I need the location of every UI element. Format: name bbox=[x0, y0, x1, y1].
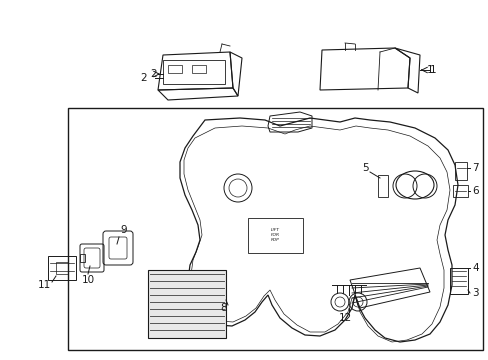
Text: 1: 1 bbox=[426, 65, 433, 75]
Text: 8: 8 bbox=[220, 303, 226, 313]
Text: 11: 11 bbox=[38, 280, 51, 290]
Text: 5: 5 bbox=[361, 163, 368, 173]
Bar bbox=[452, 185, 467, 197]
Bar bbox=[163, 60, 224, 84]
Text: 3: 3 bbox=[471, 288, 478, 298]
Bar bbox=[247, 218, 303, 253]
Bar bbox=[454, 162, 466, 180]
Bar bbox=[168, 65, 182, 73]
Bar bbox=[192, 65, 205, 73]
Text: LIFT
FOR
POP: LIFT FOR POP bbox=[270, 228, 279, 242]
Bar bbox=[148, 270, 225, 338]
Text: 2: 2 bbox=[150, 69, 156, 79]
Text: 7: 7 bbox=[471, 163, 478, 173]
Text: 6: 6 bbox=[471, 186, 478, 196]
Text: 1: 1 bbox=[429, 65, 436, 75]
Text: 12: 12 bbox=[338, 313, 351, 323]
Bar bbox=[48, 256, 76, 280]
Bar bbox=[377, 175, 387, 197]
Bar bbox=[80, 254, 85, 262]
Text: 4: 4 bbox=[471, 263, 478, 273]
Text: 2: 2 bbox=[140, 73, 146, 83]
Text: 9: 9 bbox=[120, 225, 126, 235]
Text: 10: 10 bbox=[82, 275, 95, 285]
Bar bbox=[68, 108, 482, 350]
Bar bbox=[449, 268, 467, 294]
Bar bbox=[56, 262, 68, 274]
